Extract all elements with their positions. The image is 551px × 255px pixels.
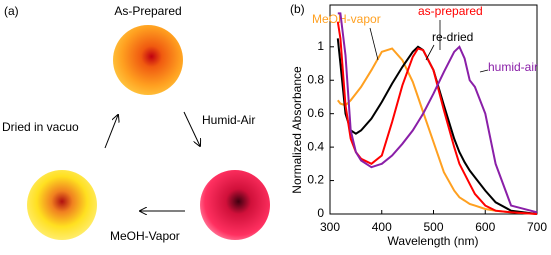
leader bbox=[479, 69, 489, 73]
x-tick-label: 600 bbox=[475, 220, 495, 234]
sample-disc bbox=[27, 170, 97, 240]
state-label: Humid-Air bbox=[202, 113, 255, 127]
y-tick-label: 0.4 bbox=[307, 139, 324, 153]
y-axis-label: Normalized Absorbance bbox=[290, 66, 304, 194]
series-label: re-dried bbox=[432, 30, 473, 44]
arrow bbox=[104, 115, 118, 149]
y-tick-label: 0.2 bbox=[307, 173, 324, 187]
panel-label: (b) bbox=[290, 2, 305, 16]
x-tick-label: 700 bbox=[527, 220, 547, 234]
y-tick-label: 0.8 bbox=[307, 72, 324, 86]
y-tick-label: 1 bbox=[317, 39, 324, 53]
y-tick-label: 0 bbox=[317, 206, 324, 220]
sample-disc bbox=[200, 170, 270, 240]
panel-a: (a) As-Prepared Humid-Air MeOH-Vapor Dri… bbox=[2, 4, 270, 243]
sample-disc bbox=[113, 25, 183, 95]
series-line bbox=[337, 47, 538, 215]
series-label: MeOH-vapor bbox=[312, 12, 381, 26]
series-label: humid-air bbox=[488, 60, 538, 74]
y-tick-label: 0.6 bbox=[307, 106, 324, 120]
x-axis-label: Wavelength (nm) bbox=[388, 234, 479, 248]
series-label: as-prepared bbox=[418, 4, 483, 18]
panel-b: (b) Wavelength (nm) Normalized Absorbanc… bbox=[290, 2, 547, 248]
series-line bbox=[337, 12, 538, 214]
state-label: MeOH-Vapor bbox=[110, 229, 180, 243]
leader bbox=[425, 44, 435, 61]
arrow bbox=[183, 111, 200, 146]
panel-label: (a) bbox=[4, 4, 19, 18]
state-label: Dried in vacuo bbox=[2, 120, 79, 134]
leader bbox=[369, 27, 379, 61]
x-tick-label: 400 bbox=[372, 220, 392, 234]
series-line bbox=[336, 21, 538, 215]
x-tick-label: 500 bbox=[423, 220, 443, 234]
state-label: As-Prepared bbox=[114, 4, 181, 18]
x-tick-label: 300 bbox=[320, 220, 340, 234]
